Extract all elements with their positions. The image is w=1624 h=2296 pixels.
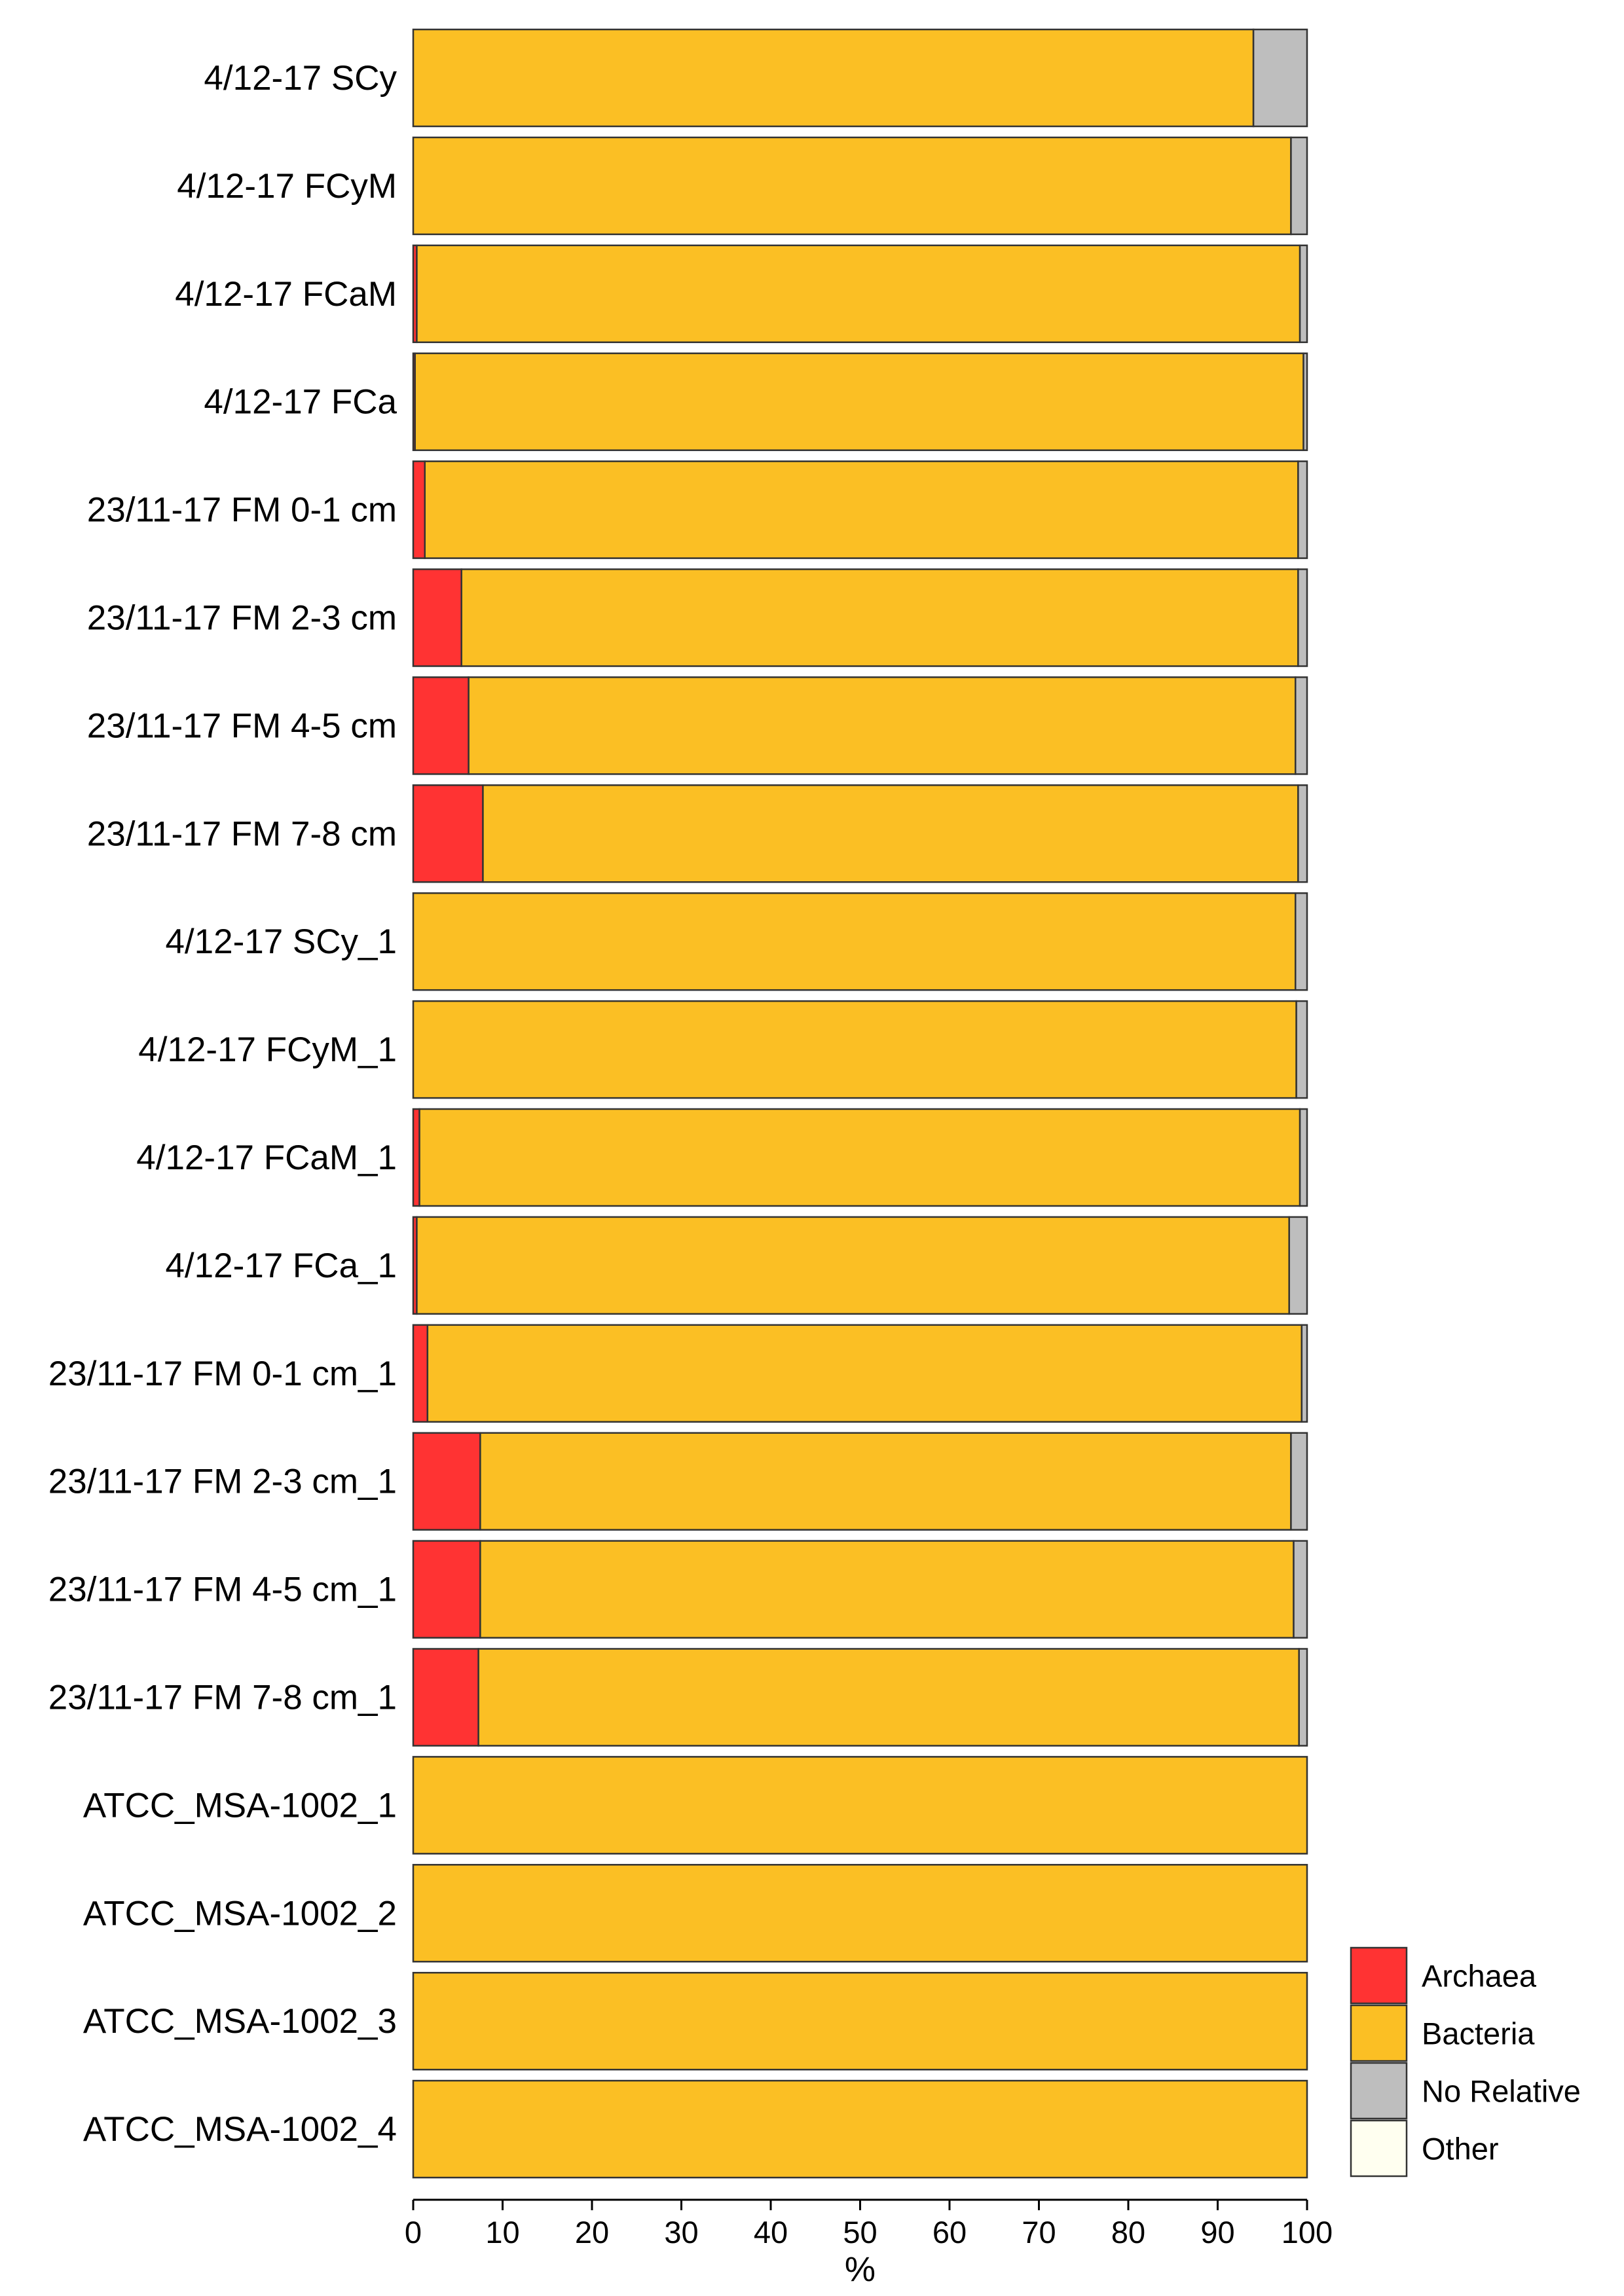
category-label: 4/12-17 FCyM_1 [138, 1030, 397, 1069]
bar-segment-bacteria [418, 1108, 1301, 1207]
bar-segment-bacteria [412, 892, 1297, 991]
bar-segment-no-relative [1298, 1648, 1308, 1747]
bar-segment-no-relative [1301, 1324, 1308, 1423]
bar-segment-archaea [412, 676, 470, 775]
bar-segment-no-relative [1299, 1108, 1308, 1207]
legend-label: Archaea [1422, 1959, 1537, 1994]
bar-segment-no-relative [1295, 676, 1308, 775]
bar-segment-bacteria [412, 28, 1255, 128]
bar-segment-bacteria [414, 352, 1304, 451]
x-tick-label: 100 [1282, 2215, 1333, 2250]
bar-segment-bacteria [412, 1000, 1297, 1099]
x-tick-label: 60 [932, 2215, 967, 2250]
bar-layer [412, 28, 1308, 2179]
x-tick-label: 10 [485, 2215, 519, 2250]
bar-segment-no-relative [1297, 568, 1308, 667]
bar-segment-no-relative [1299, 244, 1308, 344]
bar-segment-archaea [412, 568, 462, 667]
legend-key-bacteria [1350, 2004, 1408, 2062]
legend-key-archaea [1350, 1946, 1408, 2005]
category-labels: 4/12-17 SCy 4/12-17 FCyM 4/12-17 FCaM 4/12-… [48, 59, 397, 2149]
x-tick-label: 20 [575, 2215, 609, 2250]
bar-segment-no-relative [1295, 892, 1308, 991]
category-label: 23/11-17 FM 4-5 cm [87, 706, 397, 745]
bar-segment-no-relative [1252, 28, 1308, 128]
bar-segment-no-relative [1288, 1216, 1308, 1315]
bar-segment-bacteria [479, 1540, 1295, 1639]
category-label: ATCC_MSA-1002_2 [83, 1894, 397, 1933]
bar-segment-no-relative [1297, 460, 1308, 559]
bar-segment-bacteria [460, 568, 1299, 667]
category-label: ATCC_MSA-1002_3 [83, 2002, 397, 2041]
bar-segment-bacteria [412, 2079, 1308, 2179]
legend: Archaea Bacteria No Relative Other [1350, 1946, 1581, 2178]
category-label: 4/12-17 FCa [204, 383, 397, 422]
bar-segment-archaea [412, 1324, 429, 1423]
bar-segment-bacteria [477, 1648, 1300, 1747]
bar-segment-bacteria [424, 460, 1299, 559]
x-axis: 0 10 20 30 40 50 60 70 80 90 100 [405, 2198, 1333, 2250]
bar-segment-bacteria [479, 1432, 1292, 1531]
bar-segment-archaea [412, 1108, 420, 1207]
category-label: ATCC_MSA-1002_4 [83, 2110, 397, 2149]
category-label: 23/11-17 FM 0-1 cm [87, 491, 397, 530]
bar-segment-bacteria [426, 1324, 1303, 1423]
x-tick-label: 50 [843, 2215, 877, 2250]
x-tick-label: 40 [754, 2215, 788, 2250]
legend-key-no-relative [1350, 2062, 1408, 2120]
bar-segment-bacteria [482, 784, 1299, 883]
legend-label: No Relative [1422, 2074, 1581, 2109]
bar-segment-archaea [412, 784, 484, 883]
category-label: 23/11-17 FM 0-1 cm_1 [48, 1355, 397, 1393]
category-label: 23/11-17 FM 2-3 cm_1 [48, 1463, 397, 1501]
legend-label: Bacteria [1422, 2016, 1535, 2051]
bar-segment-bacteria [416, 244, 1301, 344]
x-ticks: 0 10 20 30 40 50 60 70 80 90 100 [405, 2200, 1333, 2250]
bar-segment-bacteria [416, 1216, 1290, 1315]
category-label: 23/11-17 FM 4-5 cm_1 [48, 1571, 397, 1609]
category-label: 4/12-17 SCy_1 [165, 922, 397, 961]
legend-label: Other [1422, 2132, 1499, 2166]
category-label: 23/11-17 FM 7-8 cm_1 [48, 1679, 397, 1717]
bar-segment-archaea [412, 460, 426, 559]
bar-segment-no-relative [1290, 136, 1308, 236]
bar-segment-no-relative [1297, 784, 1308, 883]
x-tick-label: 90 [1200, 2215, 1234, 2250]
bar-segment-no-relative [1293, 1540, 1308, 1639]
bar-segment-archaea [412, 1648, 479, 1747]
bar-segment-no-relative [1290, 1432, 1308, 1531]
bar-segment-archaea [412, 1540, 481, 1639]
category-label: 4/12-17 FCyM [177, 167, 397, 206]
x-tick-label: 0 [405, 2215, 422, 2250]
category-label: ATCC_MSA-1002_1 [83, 1786, 397, 1825]
bar-segment-no-relative [1295, 1000, 1308, 1099]
x-tick-label: 70 [1022, 2215, 1056, 2250]
category-label: 4/12-17 FCaM_1 [136, 1139, 397, 1177]
bar-segment-bacteria [412, 1756, 1308, 1855]
category-label: 4/12-17 SCy [204, 59, 397, 98]
category-label: 4/12-17 FCa_1 [165, 1247, 397, 1285]
x-tick-label: 80 [1111, 2215, 1145, 2250]
category-label: 4/12-17 FCaM [175, 275, 397, 314]
category-label: 23/11-17 FM 2-3 cm [87, 599, 397, 638]
bar-segment-bacteria [412, 1864, 1308, 1963]
bar-segment-bacteria [412, 1971, 1308, 2071]
category-label: 23/11-17 FM 7-8 cm [87, 814, 397, 853]
legend-key-other [1350, 2119, 1408, 2178]
bar-segment-bacteria [468, 676, 1297, 775]
x-axis-title: % [845, 2250, 876, 2289]
x-tick-label: 30 [664, 2215, 698, 2250]
bar-segment-archaea [412, 1432, 481, 1531]
bar-segment-bacteria [412, 136, 1292, 236]
bar-segment-no-relative [1302, 352, 1308, 451]
